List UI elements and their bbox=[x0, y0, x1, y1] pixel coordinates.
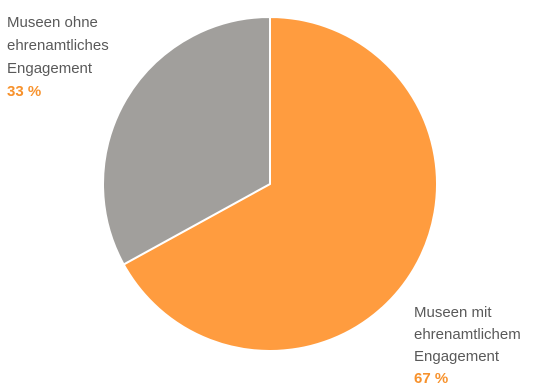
slice-label-without-volunteers-line-3: Engagement bbox=[7, 60, 93, 77]
slice-label-with-volunteers-line-3: Engagement bbox=[414, 348, 500, 365]
slice-value-with-volunteers: 67 % bbox=[414, 370, 448, 387]
slice-label-with-volunteers-line-1: Museen mit bbox=[414, 304, 492, 321]
slice-label-without-volunteers-line-2: ehrenamtliches bbox=[7, 37, 109, 54]
slice-label-group-with-volunteers: Museen mit ehrenamtlichem Engagement 67 … bbox=[414, 304, 521, 387]
slice-label-group-without-volunteers: Museen ohne ehrenamtliches Engagement 33… bbox=[7, 14, 109, 100]
pie-slice-without-volunteers bbox=[102, 16, 271, 266]
pie-slice-with-volunteers bbox=[122, 16, 438, 352]
pie-slices bbox=[102, 16, 438, 352]
slice-value-without-volunteers: 33 % bbox=[7, 83, 41, 100]
slice-label-without-volunteers-line-1: Museen ohne bbox=[7, 14, 98, 31]
slice-label-with-volunteers-line-2: ehrenamtlichem bbox=[414, 326, 521, 343]
